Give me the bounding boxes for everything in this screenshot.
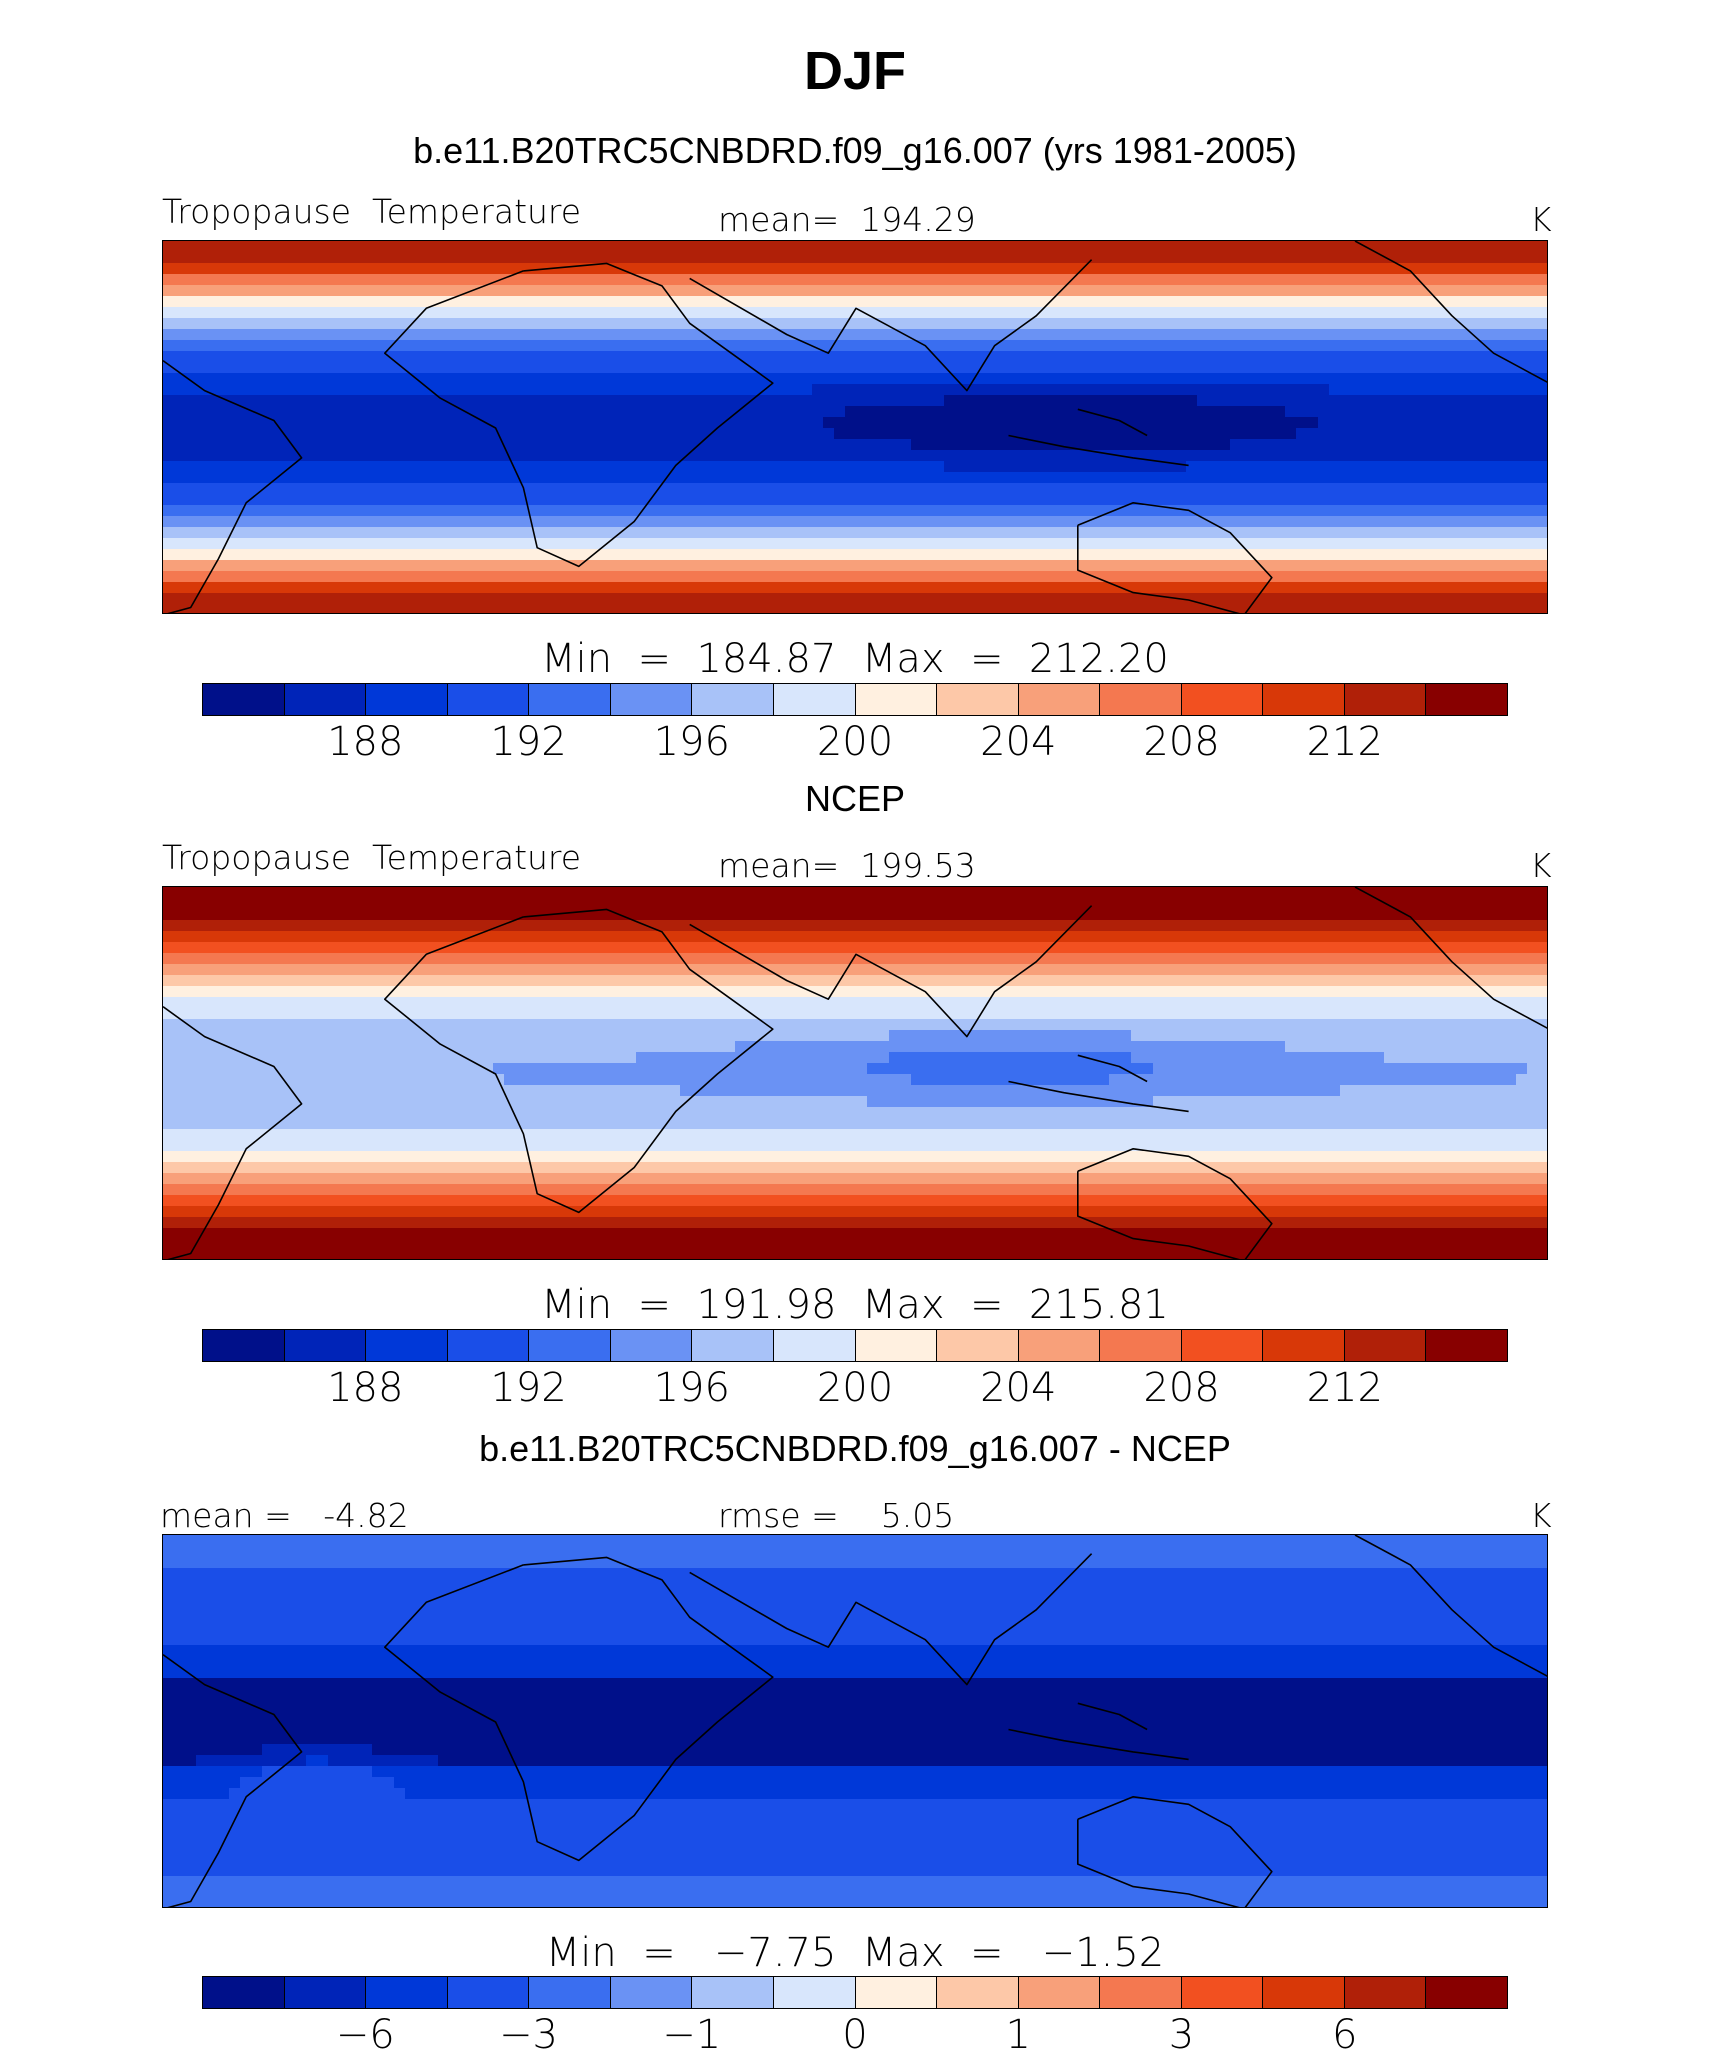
colorbar-swatch [203, 1977, 285, 2008]
colorbar-swatch [773, 1977, 856, 2008]
colorbar-swatch [773, 1330, 856, 1361]
colorbar-swatch [1263, 684, 1345, 715]
panel-1-contour-field [163, 241, 1547, 613]
colorbar-swatch [773, 684, 856, 715]
colorbar-swatch [1181, 684, 1264, 715]
colorbar-swatch [1344, 1977, 1427, 2008]
colorbar-swatch [692, 684, 774, 715]
colorbar-swatch [1100, 1977, 1182, 2008]
colorbar-swatch [447, 684, 530, 715]
colorbar-swatch [203, 684, 285, 715]
colorbar-swatch [1181, 1977, 1264, 2008]
colorbar-tick-label: 3 [1168, 2012, 1195, 2058]
colorbar-tick-label: 200 [816, 1365, 894, 1411]
panel-2-contour-field [163, 887, 1547, 1259]
panel-2-variable-label: Tropopause Temperature [162, 838, 582, 877]
panel-1-subtitle: b.e11.B20TRC5CNBDRD.f09_g16.007 (yrs 198… [413, 130, 1297, 171]
colorbar-swatch [610, 1977, 693, 2008]
colorbar-tick-label: 188 [327, 1365, 404, 1411]
colorbar-swatch [692, 1977, 774, 2008]
panel-2-min-max: Min = 191.98 Max = 215.81 [541, 1282, 1169, 1328]
colorbar-swatch [1263, 1977, 1345, 2008]
colorbar-tick-label: 1 [1005, 2012, 1031, 2058]
colorbar-tick-label: 6 [1332, 2012, 1358, 2058]
colorbar-swatch [855, 684, 938, 715]
colorbar-swatch [855, 1330, 938, 1361]
panel-1-variable-label: Tropopause Temperature [162, 192, 582, 231]
colorbar-swatch [366, 1977, 448, 2008]
colorbar-tick-label: 204 [980, 1365, 1057, 1411]
panel-2-map [162, 886, 1548, 1260]
colorbar-swatch [284, 1330, 367, 1361]
colorbar-swatch [610, 684, 693, 715]
colorbar-tick-label: 196 [653, 719, 730, 765]
colorbar-tick-label: 204 [980, 719, 1057, 765]
main-title: DJF [803, 41, 906, 101]
panel-2-colorbar [202, 1329, 1508, 1362]
colorbar-swatch [1426, 1977, 1507, 2008]
colorbar-swatch [1344, 684, 1427, 715]
colorbar-swatch [610, 1330, 693, 1361]
panel-3-units-label: K [1530, 1496, 1552, 1535]
colorbar-tick-label: −1 [662, 2012, 722, 2058]
colorbar-swatch [937, 1977, 1019, 2008]
panel-2-mean-label: mean= 199.53 [718, 846, 976, 885]
colorbar-swatch [529, 1330, 611, 1361]
panel-1-colorbar [202, 683, 1508, 716]
colorbar-swatch [1100, 684, 1182, 715]
colorbar-tick-label: 188 [327, 719, 404, 765]
colorbar-tick-label: 208 [1143, 719, 1220, 765]
colorbar-swatch [937, 1330, 1019, 1361]
colorbar-tick-label: 212 [1306, 719, 1383, 765]
panel-2-units-label: K [1530, 846, 1552, 885]
colorbar-tick-label: 200 [816, 719, 894, 765]
panel-1-min-max: Min = 184.87 Max = 212.20 [541, 636, 1169, 682]
colorbar-swatch [1181, 1330, 1264, 1361]
colorbar-tick-label: −3 [499, 2012, 558, 2058]
panel-3-mean-label: mean = -4.82 [160, 1496, 409, 1535]
colorbar-tick-label: 192 [490, 719, 567, 765]
colorbar-swatch [1100, 1330, 1182, 1361]
panel-3-min-max: Min = −7.75 Max = −1.52 [545, 1930, 1165, 1976]
colorbar-tick-label: 212 [1306, 1365, 1383, 1411]
colorbar-swatch [692, 1330, 774, 1361]
colorbar-swatch [1263, 1330, 1345, 1361]
colorbar-tick-label: −6 [335, 2012, 395, 2058]
colorbar-tick-label: 0 [842, 2012, 868, 2058]
colorbar-swatch [529, 1977, 611, 2008]
colorbar-swatch [1344, 1330, 1427, 1361]
colorbar-swatch [284, 1977, 367, 2008]
panel-3-subtitle: b.e11.B20TRC5CNBDRD.f09_g16.007 - NCEP [479, 1428, 1231, 1469]
colorbar-swatch [1426, 684, 1507, 715]
panel-3-contour-field [163, 1535, 1547, 1907]
colorbar-swatch [447, 1330, 530, 1361]
colorbar-swatch [203, 1330, 285, 1361]
panel-1-units-label: K [1530, 200, 1552, 239]
colorbar-swatch [855, 1977, 938, 2008]
panel-3-colorbar [202, 1976, 1508, 2009]
colorbar-tick-label: 196 [653, 1365, 730, 1411]
panel-1-mean-label: mean= 194.29 [718, 200, 976, 239]
colorbar-swatch [1018, 1977, 1101, 2008]
colorbar-swatch [366, 1330, 448, 1361]
colorbar-swatch [366, 684, 448, 715]
panel-3-rmse-label: rmse = 5.05 [718, 1496, 955, 1535]
panel-1-map [162, 240, 1548, 614]
colorbar-swatch [937, 684, 1019, 715]
colorbar-swatch [1018, 684, 1101, 715]
colorbar-swatch [447, 1977, 530, 2008]
colorbar-swatch [1018, 1330, 1101, 1361]
colorbar-swatch [1426, 1330, 1507, 1361]
panel-3-map [162, 1534, 1548, 1908]
colorbar-tick-label: 192 [490, 1365, 567, 1411]
colorbar-swatch [529, 684, 611, 715]
colorbar-swatch [284, 684, 367, 715]
panel-2-subtitle: NCEP [804, 778, 906, 819]
colorbar-tick-label: 208 [1143, 1365, 1220, 1411]
